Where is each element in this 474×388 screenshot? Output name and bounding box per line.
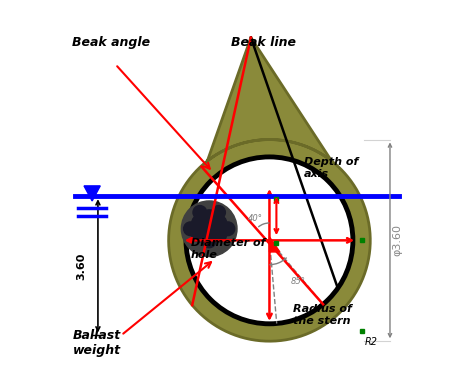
Circle shape xyxy=(221,222,235,236)
Circle shape xyxy=(183,222,197,236)
Circle shape xyxy=(182,201,237,256)
Circle shape xyxy=(202,210,216,223)
Polygon shape xyxy=(169,38,370,341)
Circle shape xyxy=(212,206,225,219)
Text: Beak line: Beak line xyxy=(231,36,296,48)
Text: R2: R2 xyxy=(365,337,377,346)
Circle shape xyxy=(213,228,227,242)
Text: 40°: 40° xyxy=(247,214,263,223)
Text: Ballast
weight: Ballast weight xyxy=(73,329,121,357)
Circle shape xyxy=(202,234,216,248)
Circle shape xyxy=(186,157,353,324)
Text: 85°: 85° xyxy=(290,277,305,286)
Circle shape xyxy=(213,216,227,229)
Text: Diameter of
hole: Diameter of hole xyxy=(191,238,265,260)
Circle shape xyxy=(192,216,206,229)
Circle shape xyxy=(192,228,206,242)
Text: Radius of
the stern: Radius of the stern xyxy=(292,304,352,326)
Circle shape xyxy=(202,222,216,236)
Text: Depth of
axis: Depth of axis xyxy=(304,157,359,178)
Text: φ3.60: φ3.60 xyxy=(392,224,402,256)
Polygon shape xyxy=(269,237,280,252)
Text: 3.60: 3.60 xyxy=(77,252,87,279)
Text: Beak angle: Beak angle xyxy=(73,36,151,48)
Circle shape xyxy=(193,206,207,219)
Polygon shape xyxy=(84,186,100,201)
